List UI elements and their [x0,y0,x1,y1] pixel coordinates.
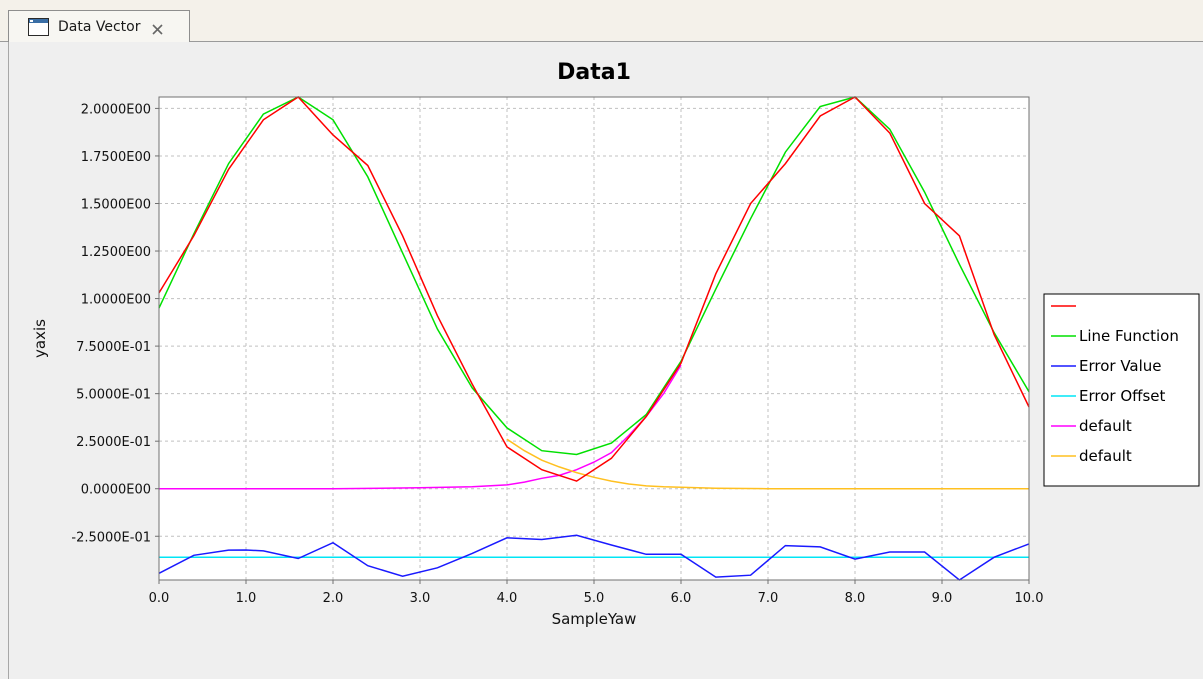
x-tick-label: 2.0 [323,591,344,606]
legend-entry: Error Value [1079,357,1162,375]
x-tick-label: 0.0 [149,591,170,606]
window-icon [28,18,49,36]
legend: Line Function Error Value Error Offset defa… [1043,293,1200,487]
x-tick-label: 10.0 [1015,591,1044,606]
legend-entry: default [1079,447,1132,465]
series-line-5 [506,438,1029,490]
series-line-2 [158,534,1030,581]
x-axis-ticks: 0.0 1.0 2.0 3.0 4.0 5.0 6.0 7.0 8.0 9.0 10.0 [149,580,1044,606]
y-tick-label: 5.0000E-01 [76,388,151,403]
x-tick-label: 1.0 [236,591,257,606]
y-tick-label: 1.5000E00 [81,197,151,212]
x-axis-title: SampleYaw [552,610,637,628]
series-layer [158,96,1030,581]
y-axis-title: yaxis [31,319,49,358]
y-axis-ticks: -2.5000E-01 0.0000E00 2.5000E-01 5.0000E-01… [71,102,159,545]
tab-title: Data Vector [58,19,141,35]
y-tick-label: 1.0000E00 [81,293,151,308]
x-tick-label: 4.0 [497,591,518,606]
x-tick-label: 5.0 [584,591,605,606]
chart-panel: Data1 0.0 1.0 2.0 3.0 4.0 5.0 6.0 7.0 8.0 9.0 10.0… [8,42,1203,679]
x-tick-label: 7.0 [758,591,779,606]
chart: Data1 0.0 1.0 2.0 3.0 4.0 5.0 6.0 7.0 8.0 9.0 10.0… [31,60,1200,628]
y-tick-label: 2.0000E00 [81,102,151,117]
x-tick-label: 3.0 [410,591,431,606]
legend-entry: Error Offset [1079,387,1166,405]
chart-title: Data1 [557,60,631,85]
x-tick-label: 8.0 [845,591,866,606]
tab-data-vector[interactable]: Data Vector [8,10,190,43]
y-tick-label: -2.5000E-01 [71,530,151,545]
series-line-0 [158,96,1030,482]
legend-entry: Line Function [1079,327,1179,345]
y-tick-label: 7.5000E-01 [76,340,151,355]
x-tick-label: 9.0 [932,591,953,606]
legend-box [1043,293,1200,487]
x-tick-label: 6.0 [671,591,692,606]
close-icon[interactable] [151,21,164,35]
series-line-1 [158,96,1030,456]
tab-strip: Data Vector [0,0,1203,43]
y-tick-label: 1.2500E00 [81,245,151,260]
y-tick-label: 1.7500E00 [81,150,151,165]
y-tick-label: 0.0000E00 [81,483,151,498]
y-tick-label: 2.5000E-01 [76,435,151,450]
legend-entry: default [1079,417,1132,435]
